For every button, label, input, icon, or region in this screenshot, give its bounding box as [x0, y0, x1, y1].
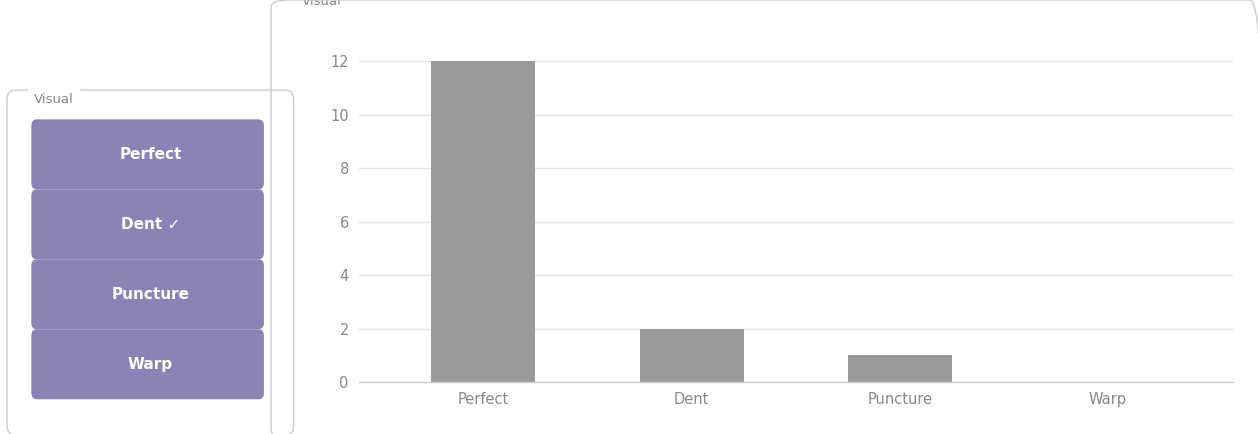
FancyBboxPatch shape	[8, 90, 293, 434]
Text: Puncture: Puncture	[111, 287, 190, 302]
Text: Visual: Visual	[34, 93, 74, 106]
Bar	[848, 355, 952, 382]
FancyBboxPatch shape	[31, 259, 264, 329]
FancyBboxPatch shape	[31, 189, 264, 259]
FancyBboxPatch shape	[31, 329, 264, 399]
FancyBboxPatch shape	[31, 119, 264, 189]
Bar	[639, 329, 743, 382]
Text: Visual: Visual	[302, 0, 342, 8]
Bar	[431, 62, 536, 382]
Text: Perfect: Perfect	[120, 147, 181, 162]
Text: Warp: Warp	[128, 357, 172, 372]
Text: Dent ✓: Dent ✓	[121, 217, 180, 232]
